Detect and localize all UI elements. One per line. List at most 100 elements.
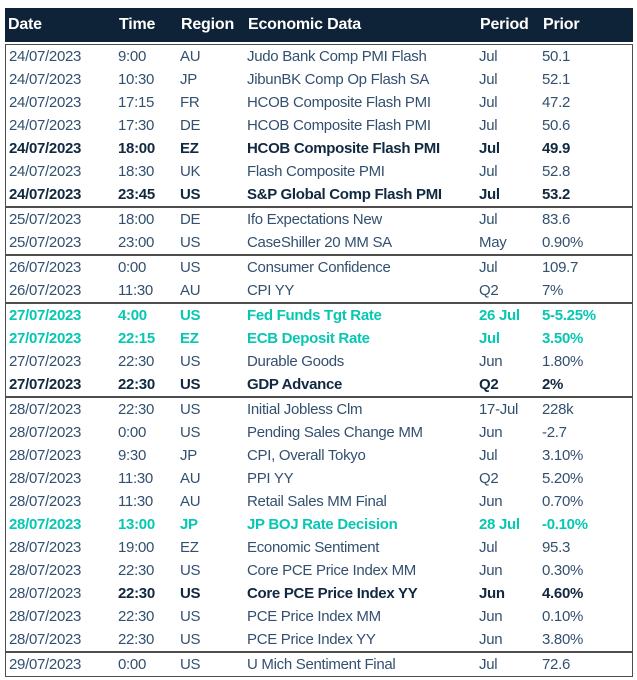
region-cell: US: [180, 656, 201, 673]
region-cell: US: [180, 608, 201, 625]
period-cell: Q2: [479, 470, 499, 487]
period-cell: Jul: [479, 186, 500, 203]
event-cell: HCOB Composite Flash PMI: [247, 117, 431, 134]
date-cell: 26/07/2023: [9, 259, 82, 276]
region-cell: JP: [180, 516, 198, 533]
date-group: 28/07/2023 22:30 US Initial Jobless Clm 17-J…: [5, 397, 633, 652]
header-period: Period: [480, 16, 529, 33]
header-time: Time: [119, 16, 156, 33]
date-cell: 28/07/2023: [9, 562, 82, 579]
event-cell: JP BOJ Rate Decision: [247, 516, 398, 533]
region-cell: AU: [180, 493, 201, 510]
table-row: 28/07/2023 22:30 US PCE Price Index MM Jun 0.…: [6, 605, 632, 628]
header-prior: Prior: [543, 16, 580, 33]
period-cell: Jul: [479, 71, 498, 88]
prior-cell: 49.9: [542, 140, 570, 157]
event-cell: CPI, Overall Tokyo: [247, 447, 366, 464]
date-group: 27/07/2023 4:00 US Fed Funds Tgt Rate 26 Jul…: [5, 303, 633, 397]
prior-cell: 1.80%: [542, 353, 584, 370]
table-row: 24/07/2023 17:30 DE HCOB Composite Flash PM…: [6, 114, 632, 137]
time-cell: 22:30: [118, 585, 155, 602]
event-cell: Pending Sales Change MM: [247, 424, 423, 441]
table-row: 25/07/2023 18:00 DE Ifo Expectations New Jul…: [6, 208, 632, 231]
table-row: 28/07/2023 22:30 US Initial Jobless Clm 17-J…: [6, 398, 632, 421]
period-cell: Jun: [479, 631, 503, 648]
period-cell: Jul: [479, 211, 498, 228]
table-row: 24/07/2023 10:30 JP JibunBK Comp Op Flash S…: [6, 68, 632, 91]
prior-cell: 3.10%: [542, 447, 584, 464]
header-region: Region: [181, 16, 235, 33]
prior-cell: 52.8: [542, 163, 570, 180]
date-cell: 26/07/2023: [9, 282, 82, 299]
date-cell: 28/07/2023: [9, 447, 82, 464]
time-cell: 18:00: [118, 211, 155, 228]
event-cell: Core PCE Price Index MM: [247, 562, 416, 579]
prior-cell: 0.90%: [542, 234, 584, 251]
date-cell: 28/07/2023: [9, 631, 82, 648]
date-cell: 25/07/2023: [9, 211, 82, 228]
event-cell: Initial Jobless Clm: [247, 401, 363, 418]
period-cell: Jun: [479, 493, 503, 510]
time-cell: 19:00: [118, 539, 155, 556]
time-cell: 17:30: [118, 117, 155, 134]
time-cell: 4:00: [118, 307, 147, 324]
period-cell: 28 Jul: [479, 516, 520, 533]
date-group: 29/07/2023 0:00 US U Mich Sentiment Final Ju…: [5, 652, 633, 677]
region-cell: JP: [180, 447, 197, 464]
region-cell: US: [180, 562, 201, 579]
region-cell: EZ: [180, 140, 199, 157]
time-cell: 9:30: [118, 447, 146, 464]
time-cell: 17:15: [118, 94, 155, 111]
date-cell: 28/07/2023: [9, 585, 82, 602]
event-cell: S&P Global Comp Flash PMI: [247, 186, 442, 203]
time-cell: 22:30: [118, 376, 155, 393]
date-cell: 28/07/2023: [9, 539, 82, 556]
table-row: 27/07/2023 22:15 EZ ECB Deposit Rate Jul 3.50…: [6, 327, 632, 350]
period-cell: Q2: [479, 282, 499, 299]
event-cell: CPI YY: [247, 282, 295, 299]
period-cell: 17-Jul: [479, 401, 519, 418]
time-cell: 22:30: [118, 631, 155, 648]
event-cell: HCOB Composite Flash PMI: [247, 140, 440, 157]
region-cell: US: [180, 401, 201, 418]
date-cell: 27/07/2023: [9, 307, 82, 324]
event-cell: PCE Price Index YY: [247, 631, 376, 648]
region-cell: EZ: [180, 539, 199, 556]
region-cell: US: [180, 424, 201, 441]
period-cell: Jul: [479, 330, 500, 347]
region-cell: AU: [180, 282, 201, 299]
time-cell: 0:00: [118, 424, 146, 441]
table-row: 24/07/2023 9:00 AU Judo Bank Comp PMI Flash…: [6, 45, 632, 68]
table-row: 25/07/2023 23:00 US CaseShiller 20 MM SA May…: [6, 231, 632, 254]
prior-cell: 72.6: [542, 656, 570, 673]
prior-cell: 95.3: [542, 539, 570, 556]
region-cell: US: [180, 585, 201, 602]
period-cell: Jul: [479, 656, 498, 673]
time-cell: 10:30: [118, 71, 155, 88]
period-cell: Jun: [479, 585, 505, 602]
time-cell: 9:00: [118, 48, 146, 65]
region-cell: AU: [180, 48, 201, 65]
time-cell: 0:00: [118, 656, 146, 673]
time-cell: 22:30: [118, 353, 155, 370]
time-cell: 13:00: [118, 516, 155, 533]
table-row: 28/07/2023 22:30 US Core PCE Price Index MM…: [6, 559, 632, 582]
event-cell: JibunBK Comp Op Flash SA: [247, 71, 430, 88]
table-row: 28/07/2023 9:30 JP CPI, Overall Tokyo Jul 3.1…: [6, 444, 632, 467]
period-cell: Jul: [479, 539, 498, 556]
table-row: 28/07/2023 11:30 AU Retail Sales MM Final Ju…: [6, 490, 632, 513]
date-group: 24/07/2023 9:00 AU Judo Bank Comp PMI Flash…: [5, 44, 633, 207]
period-cell: Jul: [479, 163, 498, 180]
header-body-gap: [5, 42, 633, 44]
date-cell: 28/07/2023: [9, 493, 82, 510]
date-cell: 28/07/2023: [9, 470, 82, 487]
period-cell: Jul: [479, 140, 500, 157]
date-cell: 27/07/2023: [9, 376, 82, 393]
event-cell: U Mich Sentiment Final: [247, 656, 396, 673]
time-cell: 23:00: [118, 234, 155, 251]
period-cell: Jul: [479, 94, 498, 111]
prior-cell: 0.30%: [542, 562, 584, 579]
event-cell: Fed Funds Tgt Rate: [247, 307, 382, 324]
event-cell: Core PCE Price Index YY: [247, 585, 418, 602]
time-cell: 23:45: [118, 186, 155, 203]
